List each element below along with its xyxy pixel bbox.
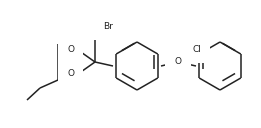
Text: Cl: Cl [193,45,201,54]
Text: Br: Br [103,22,113,31]
Text: O: O [67,70,74,78]
Text: O: O [67,45,74,55]
Text: O: O [175,57,181,67]
